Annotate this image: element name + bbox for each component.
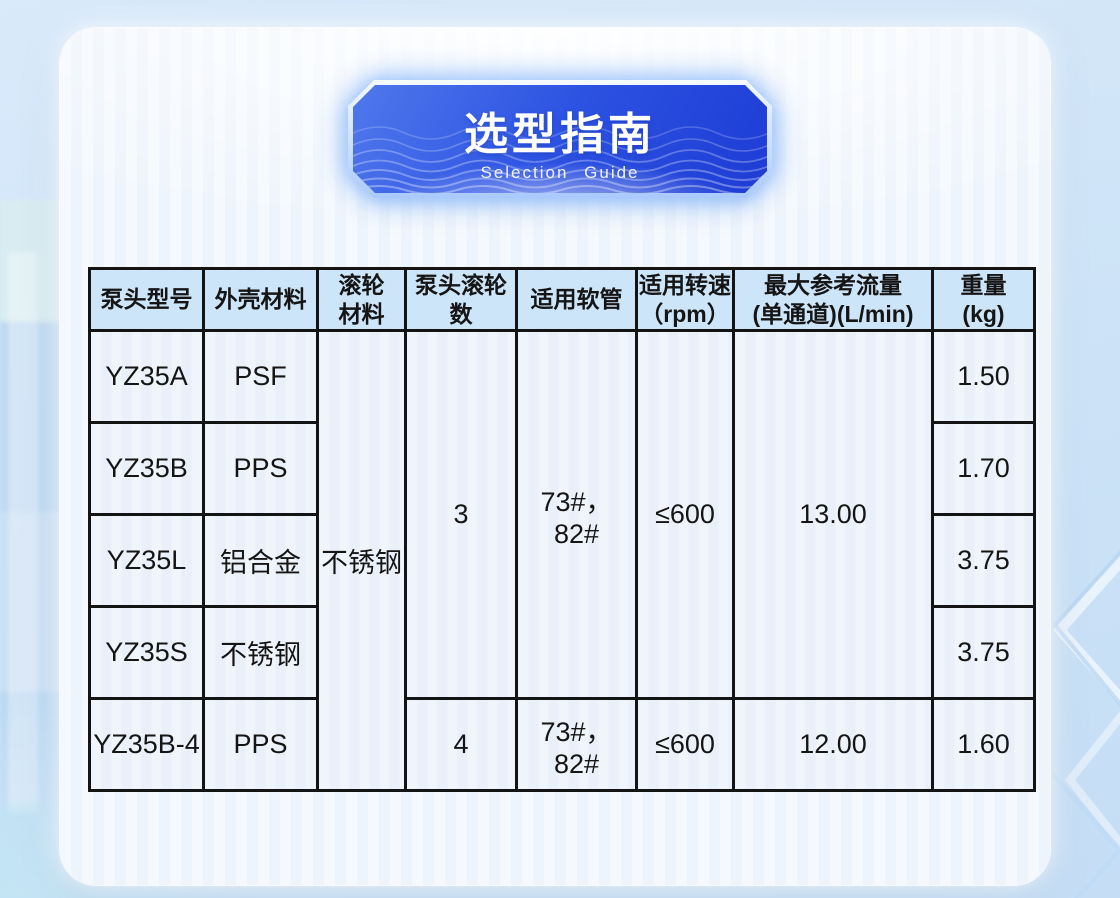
header-roller-count: 泵头滚轮数 bbox=[404, 267, 518, 332]
table-header-row: 泵头型号 外壳材料 滚轮 材料 泵头滚轮数 适用软管 适用转速 （rpm） 最大参考… bbox=[88, 267, 1036, 332]
decor-block bbox=[0, 200, 66, 340]
header-housing-material: 外壳材料 bbox=[202, 267, 319, 332]
header-tubing: 适用软管 bbox=[515, 267, 638, 332]
tubing-cell: 73#，82# bbox=[515, 697, 638, 792]
left-photo-decoration bbox=[0, 192, 66, 898]
housing-cell: 不锈钢 bbox=[202, 605, 319, 700]
tubing-cell: 73#，82# bbox=[515, 329, 638, 700]
decor-block bbox=[0, 322, 66, 532]
weight-cell: 3.75 bbox=[931, 605, 1036, 700]
banner-subtitle: Selection Guide bbox=[480, 163, 640, 182]
flow-cell: 12.00 bbox=[732, 697, 934, 792]
model-cell: YZ35B-4 bbox=[88, 697, 205, 792]
weight-cell: 3.75 bbox=[931, 513, 1036, 608]
roller-count-cell: 4 bbox=[404, 697, 518, 792]
model-cell: YZ35S bbox=[88, 605, 205, 700]
header-speed: 适用转速 （rpm） bbox=[635, 267, 735, 332]
table-row: YZ35B-4 PPS 4 73#，82# ≤600 12.00 1.60 bbox=[88, 697, 1036, 792]
table-row: YZ35B PPS 1.70 bbox=[88, 421, 1036, 516]
table-row: YZ35S 不锈钢 3.75 bbox=[88, 605, 1036, 700]
table-row: YZ35L 铝合金 3.75 bbox=[88, 513, 1036, 608]
model-cell: YZ35L bbox=[88, 513, 205, 608]
hexagon-pattern-decoration bbox=[1038, 550, 1120, 898]
table-row: YZ35A PSF 不锈钢 3 73#，82# ≤600 13.00 1.50 bbox=[88, 329, 1036, 792]
model-cell: YZ35B bbox=[88, 421, 205, 516]
weight-cell: 1.60 bbox=[931, 697, 1036, 792]
flow-cell: 13.00 bbox=[732, 329, 934, 700]
section-banner: 选型指南 Selection Guide bbox=[348, 80, 772, 198]
banner-body: 选型指南 Selection Guide bbox=[353, 85, 767, 193]
header-pump-model: 泵头型号 bbox=[88, 267, 205, 332]
speed-cell: ≤600 bbox=[635, 697, 735, 792]
housing-cell: PPS bbox=[202, 697, 319, 792]
housing-cell: PSF bbox=[202, 329, 319, 424]
banner-text: 选型指南 Selection Guide bbox=[353, 85, 767, 183]
roller-material-cell: 不锈钢 bbox=[316, 329, 407, 792]
header-roller-material: 滚轮 材料 bbox=[316, 267, 407, 332]
speed-cell: ≤600 bbox=[635, 329, 735, 700]
banner-title: 选型指南 bbox=[464, 110, 656, 159]
wave-pattern-icon bbox=[353, 115, 767, 193]
decor-block bbox=[0, 512, 66, 712]
weight-cell: 1.50 bbox=[931, 329, 1036, 424]
housing-cell: PPS bbox=[202, 421, 319, 516]
housing-cell: 铝合金 bbox=[202, 513, 319, 608]
model-cell: YZ35A bbox=[88, 329, 205, 424]
header-max-flow: 最大参考流量 (单通道)(L/min) bbox=[732, 267, 934, 332]
decor-block bbox=[8, 252, 38, 812]
selection-guide-table: 泵头型号 外壳材料 滚轮 材料 泵头滚轮数 适用软管 适用转速 （rpm） 最大参考… bbox=[88, 267, 1036, 792]
weight-cell: 1.70 bbox=[931, 421, 1036, 516]
roller-count-cell: 3 bbox=[404, 329, 518, 700]
header-weight: 重量 (kg) bbox=[931, 267, 1036, 332]
